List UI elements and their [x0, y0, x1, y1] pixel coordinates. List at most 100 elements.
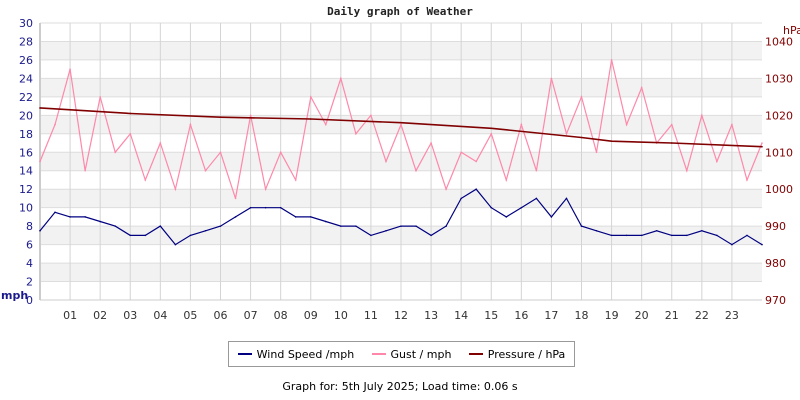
y-tick-label: 14 — [19, 165, 33, 178]
y-tick-label: 2 — [26, 276, 33, 289]
data-point-gust — [129, 133, 132, 135]
x-tick-label: 02 — [93, 309, 107, 322]
data-point-wind — [54, 211, 56, 214]
data-point-wind — [159, 225, 162, 227]
data-point-pressure — [490, 127, 493, 130]
data-point-gust — [204, 169, 207, 172]
data-point-gust — [415, 169, 417, 172]
y-tick-label: 30 — [19, 17, 33, 30]
data-point-gust — [475, 160, 478, 163]
data-point-gust — [174, 188, 177, 190]
y-tick-label: 12 — [19, 183, 33, 196]
y2-tick-label: 1010 — [765, 146, 793, 159]
data-point-wind — [234, 216, 237, 218]
data-point-gust — [189, 123, 192, 126]
data-point-wind — [174, 243, 177, 246]
y2-tick-label: 1030 — [765, 72, 793, 85]
data-point-wind — [565, 197, 568, 200]
data-point-wind — [580, 225, 583, 227]
y-tick-label: 10 — [19, 202, 33, 215]
data-point-gust — [264, 188, 267, 190]
data-point-wind — [595, 229, 598, 232]
x-tick-label: 22 — [695, 309, 709, 322]
y-axis-label: mph — [1, 289, 28, 302]
y2-axis-label: hPa — [783, 24, 800, 37]
data-point-wind — [445, 225, 447, 227]
data-point-gust — [84, 169, 86, 172]
data-point-gust — [370, 114, 372, 117]
data-point-gust — [279, 151, 282, 154]
data-point-gust — [610, 59, 613, 61]
data-point-gust — [324, 123, 327, 126]
data-point-gust — [640, 86, 643, 89]
data-point-gust — [761, 142, 763, 144]
data-point-gust — [580, 96, 583, 98]
data-point-pressure — [761, 145, 763, 148]
x-tick-label: 12 — [394, 309, 408, 322]
data-point-wind — [69, 216, 71, 218]
y-tick-label: 20 — [19, 109, 33, 122]
data-point-wind — [84, 216, 86, 218]
legend: Wind Speed /mph Gust / mph Pressure / hP… — [228, 341, 575, 367]
data-point-gust — [670, 123, 673, 126]
data-point-wind — [219, 225, 222, 227]
x-tick-label: 04 — [153, 309, 167, 322]
y-tick-label: 8 — [26, 220, 33, 233]
x-tick-label: 10 — [334, 309, 348, 322]
wind-swatch — [237, 353, 252, 355]
x-tick-label: 18 — [575, 309, 589, 322]
data-point-gust — [39, 160, 41, 163]
data-point-wind — [731, 243, 733, 246]
data-point-wind — [114, 225, 117, 227]
y-tick-label: 6 — [26, 239, 33, 252]
x-tick-label: 03 — [123, 309, 137, 322]
data-point-wind — [746, 234, 748, 237]
data-point-wind — [39, 229, 41, 232]
data-point-gust — [490, 133, 493, 135]
data-point-wind — [385, 229, 387, 232]
data-point-wind — [279, 206, 282, 209]
data-point-gust — [69, 68, 71, 70]
data-point-gust — [340, 77, 342, 80]
x-tick-label: 16 — [514, 309, 528, 322]
data-point-pressure — [400, 121, 402, 124]
x-tick-label: 09 — [304, 309, 318, 322]
data-point-wind — [655, 229, 658, 232]
x-tick-label: 05 — [183, 309, 197, 322]
data-point-gust — [535, 169, 538, 172]
data-point-gust — [595, 151, 598, 154]
legend-item-pressure: Pressure / hPa — [468, 348, 565, 361]
data-point-gust — [144, 179, 147, 181]
data-point-wind — [294, 216, 297, 218]
y2-tick-label: 980 — [765, 257, 786, 270]
data-point-pressure — [580, 136, 583, 139]
data-point-gust — [54, 123, 56, 126]
data-point-wind — [355, 225, 357, 227]
data-point-pressure — [670, 142, 673, 144]
legend-item-gust: Gust / mph — [371, 347, 452, 361]
data-point-gust — [731, 123, 733, 126]
data-point-gust — [294, 179, 297, 181]
x-tick-label: 06 — [214, 309, 228, 322]
x-tick-label: 07 — [244, 309, 258, 322]
data-point-gust — [430, 142, 432, 144]
y-tick-label: 4 — [26, 257, 33, 270]
legend-label-gust: Gust / mph — [390, 347, 452, 361]
data-point-gust — [716, 160, 718, 163]
data-point-wind — [144, 234, 147, 237]
gust-swatch — [371, 353, 386, 355]
data-point-gust — [445, 188, 447, 190]
data-point-wind — [204, 229, 207, 232]
data-point-wind — [129, 234, 132, 237]
data-point-wind — [324, 220, 327, 223]
data-point-gust — [565, 133, 568, 135]
data-point-wind — [610, 234, 613, 237]
y2-tick-label: 1000 — [765, 183, 793, 196]
data-point-pressure — [309, 118, 312, 120]
data-point-wind — [249, 206, 252, 209]
y2-tick-label: 990 — [765, 220, 786, 233]
y-tick-label: 24 — [19, 72, 33, 85]
legend-label-wind: Wind Speed /mph — [256, 347, 355, 361]
data-point-gust — [249, 114, 252, 117]
